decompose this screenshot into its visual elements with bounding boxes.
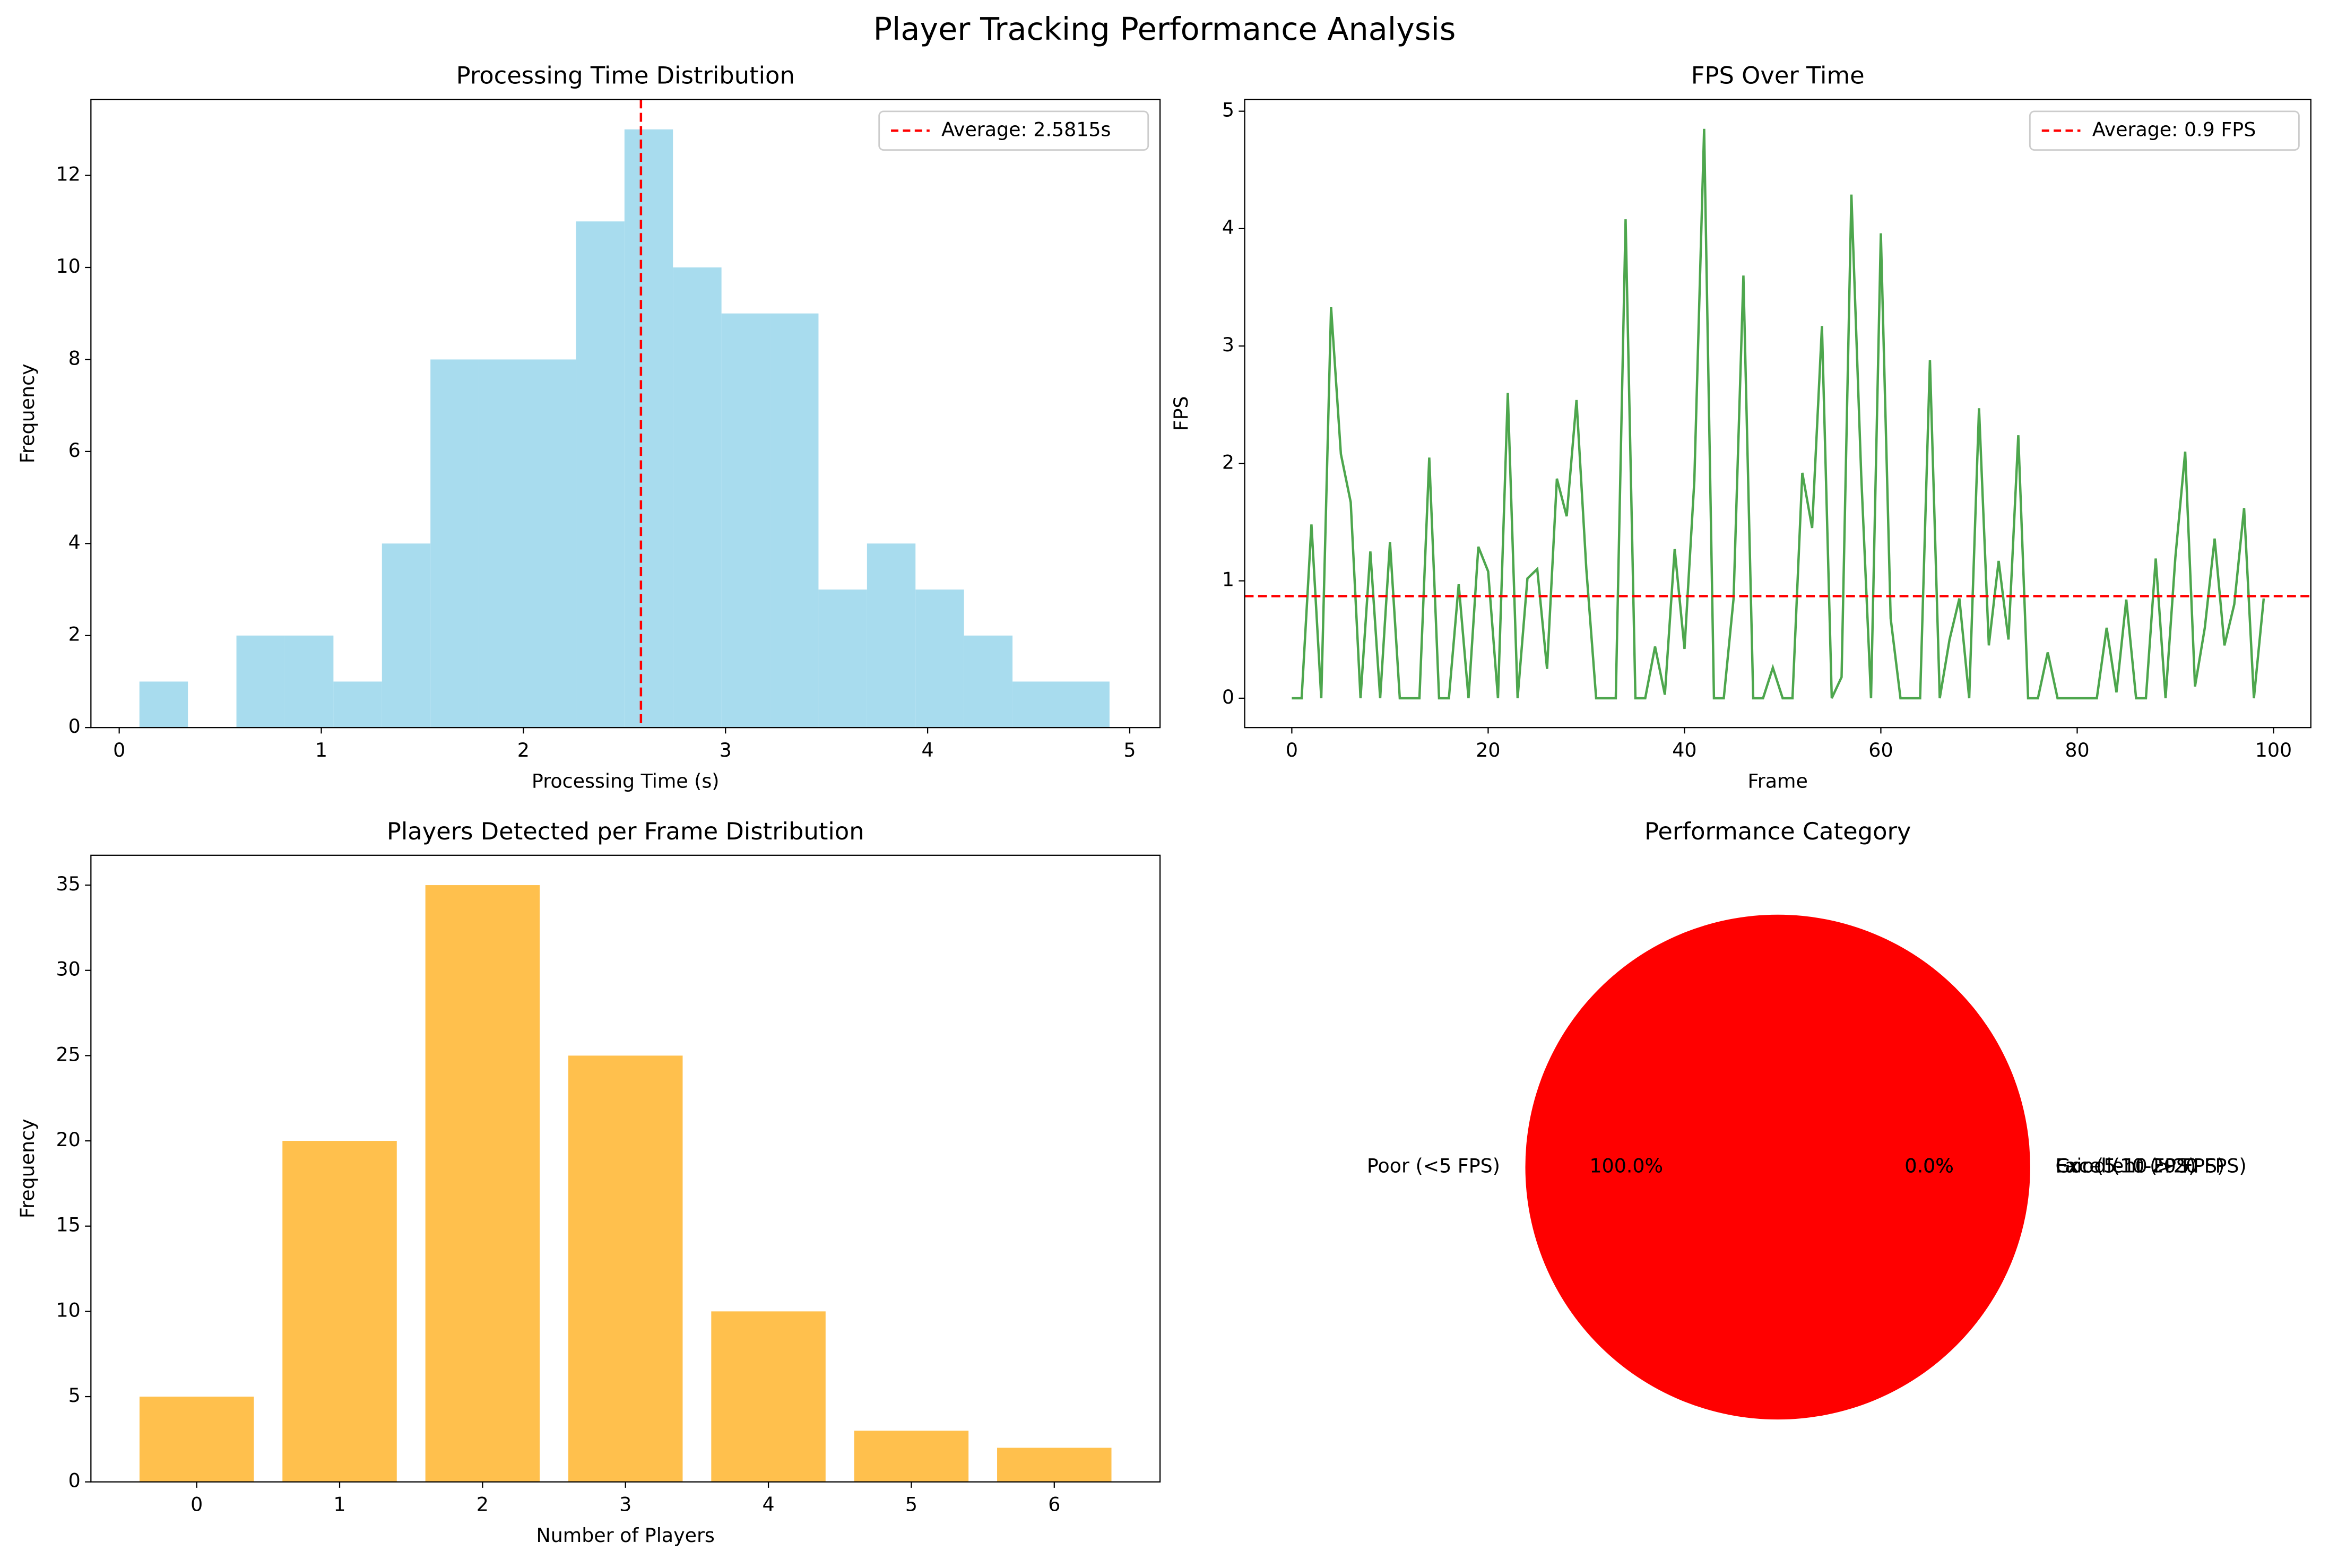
y-tick-label: 4 [1222, 216, 1234, 239]
hist-bar [430, 359, 479, 728]
bar [711, 1311, 826, 1482]
hist-bar [333, 681, 382, 728]
bar [568, 1055, 683, 1482]
x-tick-label: 100 [2255, 739, 2292, 761]
y-tick-label: 30 [56, 958, 80, 981]
hist-bar [236, 635, 285, 728]
figure-title: Player Tracking Performance Analysis [873, 11, 1456, 47]
x-tick-label: 1 [315, 739, 327, 761]
y-tick-label: 10 [56, 1298, 80, 1321]
pie-value-label: 0.0% [1904, 1154, 1953, 1177]
y-tick-label: 0 [68, 1469, 81, 1492]
y-tick-label: 0 [1222, 686, 1234, 708]
pie-value-label: 0.0% [1904, 1154, 1953, 1177]
axes-frame [90, 854, 1161, 1483]
axes-frame [1244, 99, 2311, 729]
hist-bar [527, 359, 576, 728]
hist-bar [382, 543, 431, 728]
x-tick-label: 2 [517, 739, 530, 761]
bar [282, 1141, 397, 1482]
x-axis-label: Number of Players [536, 1524, 715, 1547]
x-tick-label: 6 [1048, 1493, 1060, 1515]
legend-label: Average: 0.9 FPS [2092, 118, 2256, 141]
hist-bar [1061, 681, 1110, 728]
x-tick-label: 80 [2065, 739, 2089, 761]
y-tick-label: 4 [68, 531, 81, 553]
hist-bar [964, 635, 1013, 728]
axes-title: FPS Over Time [1691, 62, 1865, 90]
y-tick-label: 12 [56, 163, 80, 186]
y-axis-label: Frequency [16, 1119, 39, 1218]
hist-bar [624, 129, 673, 728]
x-tick-label: 2 [477, 1493, 489, 1515]
axes-title: Processing Time Distribution [456, 62, 795, 90]
hist-bar [721, 313, 770, 728]
bar [997, 1448, 1112, 1482]
axes-frame [90, 99, 1161, 729]
y-tick-label: 10 [56, 255, 80, 278]
pie-value-label: 100.0% [1589, 1154, 1663, 1177]
y-tick-label: 2 [1222, 451, 1234, 473]
pie-label: Excellent (>20 FPS) [2055, 1154, 2246, 1177]
x-axis-label: Frame [1748, 770, 1808, 793]
y-tick-label: 3 [1222, 333, 1234, 356]
legend-box [2029, 110, 2300, 151]
pie-label: Good (10-20 FPS) [2055, 1154, 2224, 1177]
x-tick-label: 3 [720, 739, 732, 761]
legend-label: Average: 2.5815s [941, 118, 1111, 141]
y-tick-label: 5 [68, 1384, 81, 1407]
axes-title: Performance Category [1644, 817, 1911, 845]
bar [139, 1397, 254, 1482]
y-tick-label: 15 [56, 1214, 80, 1236]
y-axis-label: Frequency [16, 363, 39, 463]
x-tick-label: 5 [1123, 739, 1136, 761]
pie-label: Fair (5-10 FPS) [2055, 1154, 2196, 1177]
y-tick-label: 1 [1222, 568, 1234, 591]
bar [425, 885, 540, 1482]
y-tick-label: 8 [68, 346, 81, 369]
x-tick-label: 4 [763, 1493, 775, 1515]
hist-bar [139, 681, 188, 728]
x-axis-label: Processing Time (s) [532, 770, 720, 793]
hist-bar [770, 313, 819, 728]
y-tick-label: 20 [56, 1128, 80, 1151]
y-tick-label: 6 [68, 439, 81, 462]
x-tick-label: 4 [922, 739, 934, 761]
bar [854, 1431, 969, 1482]
hist-bar [915, 590, 964, 728]
y-tick-label: 5 [1222, 99, 1234, 122]
hist-bar [576, 221, 625, 728]
x-tick-label: 3 [619, 1493, 631, 1515]
x-tick-label: 0 [191, 1493, 203, 1515]
hist-bar [867, 543, 916, 728]
y-axis-label: FPS [1170, 396, 1192, 431]
hist-bar [1012, 681, 1061, 728]
y-tick-label: 0 [68, 715, 81, 738]
x-tick-label: 0 [113, 739, 125, 761]
x-tick-label: 5 [905, 1493, 917, 1515]
y-tick-label: 25 [56, 1043, 80, 1065]
axes-title: Players Detected per Frame Distribution [387, 817, 864, 845]
hist-bar [479, 359, 527, 728]
x-tick-label: 20 [1476, 739, 1500, 761]
hist-bar [284, 635, 334, 728]
x-tick-label: 1 [333, 1493, 345, 1515]
legend-box [878, 110, 1149, 151]
x-tick-label: 60 [1868, 739, 1893, 761]
pie-value-label: 0.0% [1904, 1154, 1953, 1177]
pie-label: Poor (<5 FPS) [1367, 1154, 1500, 1177]
x-tick-label: 0 [1286, 739, 1298, 761]
fps-line [1292, 128, 2265, 700]
hist-bar [818, 590, 867, 728]
hist-bar [673, 267, 722, 728]
y-tick-label: 2 [68, 623, 81, 646]
pie-slice [1525, 914, 2030, 1420]
y-tick-label: 35 [56, 872, 80, 895]
x-tick-label: 40 [1672, 739, 1696, 761]
